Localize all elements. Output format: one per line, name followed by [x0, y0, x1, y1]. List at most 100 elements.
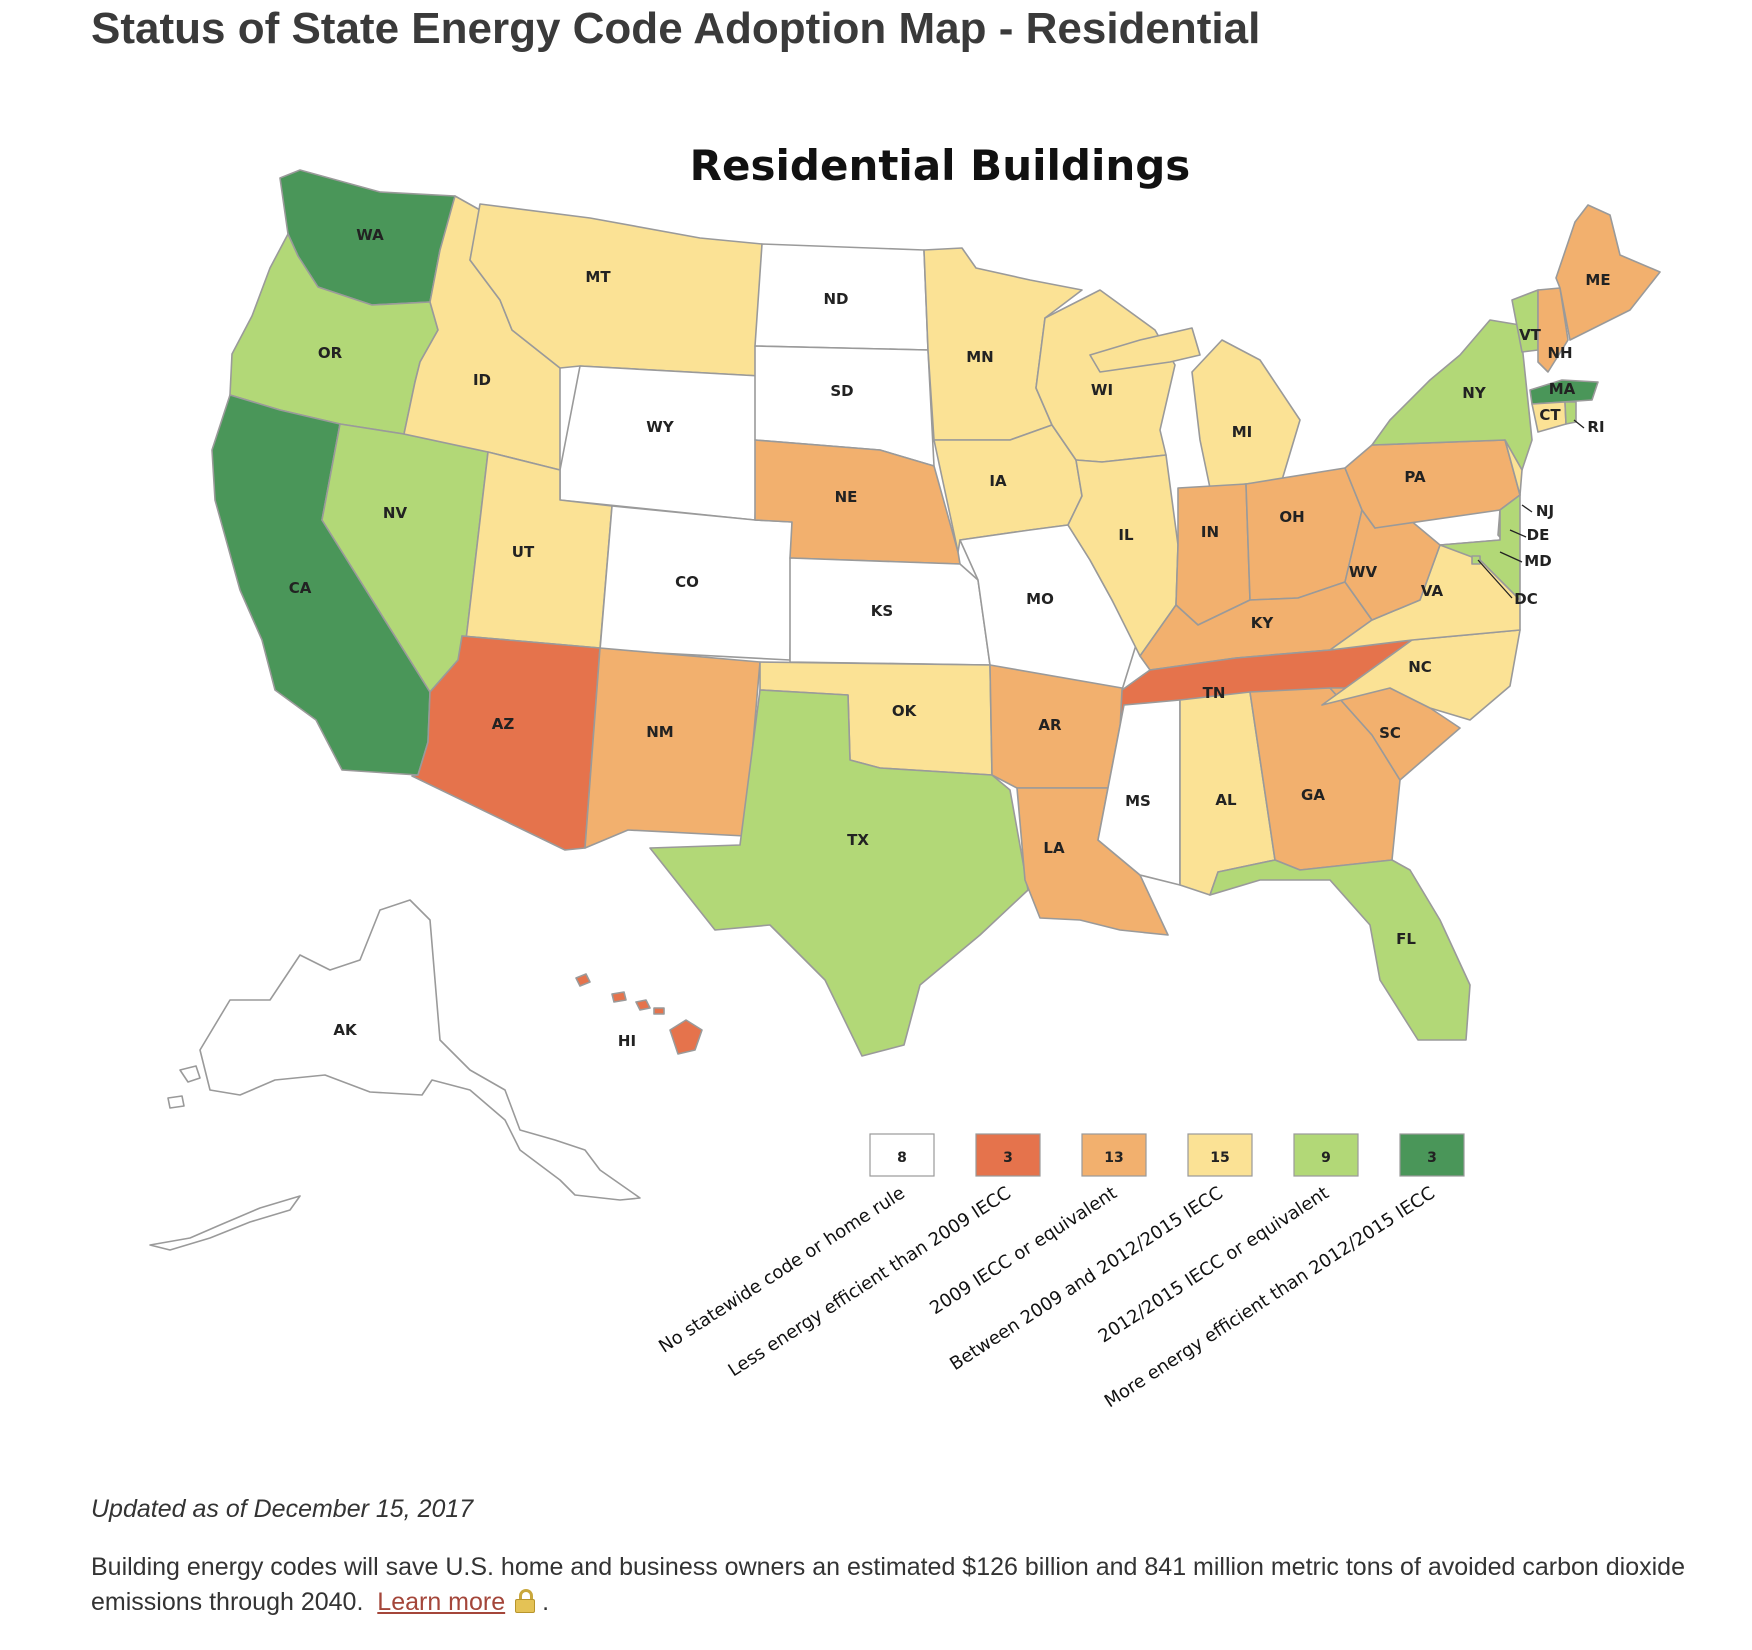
- leader-line-dc: [1477, 559, 1513, 599]
- state-label-co: CO: [675, 573, 699, 591]
- state-shape-ma: [1529, 379, 1599, 405]
- legend-label: 2009 IECC or equivalent: [926, 1183, 1121, 1320]
- state-shape-nm: [584, 647, 761, 849]
- state-label-az: AZ: [492, 715, 515, 733]
- leader-line-md: [1499, 551, 1523, 563]
- legend-count: 9: [1321, 1150, 1331, 1166]
- state-label-wy: WY: [646, 418, 675, 436]
- state-label-pa: PA: [1404, 468, 1426, 486]
- description-paragraph: Building energy codes will save U.S. hom…: [91, 1550, 1691, 1620]
- legend-swatch-less: [975, 1133, 1041, 1177]
- trailing-period: .: [542, 1588, 550, 1616]
- state-shape-ak: [149, 1195, 301, 1251]
- state-shape-ak: [167, 1095, 185, 1109]
- state-label-fl: FL: [1396, 930, 1416, 948]
- state-label-sc: SC: [1379, 724, 1401, 742]
- state-label-hi: HI: [618, 1032, 636, 1050]
- state-label-nh: NH: [1547, 344, 1572, 362]
- state-label-me: ME: [1585, 271, 1610, 289]
- state-label-vt: VT: [1519, 326, 1542, 344]
- state-label-la: LA: [1043, 839, 1065, 857]
- state-label-ak: AK: [333, 1021, 358, 1039]
- state-fl: [1209, 859, 1471, 1041]
- state-label-nj: NJ: [1536, 502, 1554, 520]
- state-label-dc: DC: [1514, 590, 1537, 608]
- state-shape-hi: [575, 973, 591, 987]
- state-label-md: MD: [1524, 552, 1551, 570]
- state-label-wa: WA: [356, 226, 384, 244]
- state-shape-wy: [559, 365, 761, 521]
- leader-line-de: [1509, 529, 1527, 538]
- state-pa: [1344, 439, 1521, 529]
- state-label-ut: UT: [512, 543, 535, 561]
- state-ak: [149, 899, 641, 1251]
- state-label-id: ID: [473, 371, 491, 389]
- state-wi: [1035, 289, 1176, 463]
- state-label-nv: NV: [383, 504, 408, 522]
- map-heading: Residential Buildings: [690, 141, 1191, 190]
- state-shape-ak: [179, 1065, 201, 1083]
- page-title: Status of State Energy Code Adoption Map…: [91, 4, 1261, 53]
- legend-swatch-more: [1399, 1133, 1465, 1177]
- legend-count: 13: [1104, 1150, 1123, 1166]
- state-label-il: IL: [1118, 526, 1134, 544]
- legend-count: 15: [1210, 1150, 1229, 1166]
- updated-date: Updated as of December 15, 2017: [91, 1495, 474, 1523]
- state-label-ca: CA: [289, 579, 312, 597]
- state-shape-in: [1175, 483, 1251, 626]
- state-label-ga: GA: [1301, 786, 1325, 804]
- learn-more-link[interactable]: Learn more: [377, 1588, 506, 1616]
- legend-count: 3: [1003, 1150, 1013, 1166]
- state-shape-oh: [1245, 467, 1363, 601]
- state-label-mi: MI: [1232, 423, 1253, 441]
- state-label-ct: CT: [1539, 406, 1561, 424]
- state-label-in: IN: [1201, 523, 1219, 541]
- state-shape-ak: [199, 899, 641, 1201]
- state-label-mo: MO: [1026, 590, 1054, 608]
- legend-count: 8: [897, 1150, 907, 1166]
- state-label-nm: NM: [646, 723, 673, 741]
- state-tx: [649, 689, 1029, 1057]
- state-shape-hi: [611, 991, 627, 1003]
- state-shape-hi: [635, 999, 651, 1011]
- legend-swatch-between: [1187, 1133, 1253, 1177]
- state-shape-me: [1555, 204, 1661, 341]
- state-shape-nh: [1537, 287, 1569, 373]
- state-wy: [559, 365, 761, 521]
- state-label-tx: TX: [847, 831, 869, 849]
- state-label-nd: ND: [823, 290, 848, 308]
- leader-line-nj: [1521, 504, 1533, 513]
- states-layer: [149, 169, 1661, 1251]
- state-me: [1555, 204, 1661, 341]
- state-shape-dc: [1471, 555, 1481, 565]
- state-label-ne: NE: [835, 488, 858, 506]
- state-label-wv: WV: [1349, 563, 1378, 581]
- state-label-mt: MT: [585, 268, 611, 286]
- state-mi: [1089, 327, 1301, 489]
- legend-swatch-none: [869, 1133, 935, 1177]
- state-oh: [1245, 467, 1363, 601]
- state-in: [1175, 483, 1251, 626]
- state-shape-tx: [649, 689, 1029, 1057]
- lock-icon: [515, 1589, 536, 1613]
- state-ma: [1529, 379, 1599, 405]
- state-nh: [1537, 287, 1569, 373]
- state-label-al: AL: [1215, 791, 1237, 809]
- state-label-de: DE: [1527, 526, 1550, 544]
- legend-count: 3: [1427, 1150, 1437, 1166]
- state-label-nc: NC: [1408, 658, 1432, 676]
- state-nm: [584, 647, 761, 849]
- legend-swatch-iecc2009: [1081, 1133, 1147, 1177]
- state-label-ky: KY: [1251, 614, 1275, 632]
- state-dc: [1471, 555, 1481, 565]
- state-label-ia: IA: [989, 472, 1007, 490]
- state-shape-wi: [1035, 289, 1176, 463]
- state-labels: WA OR CA NV ID MT WY UT CO AZ NM ND SD NE KS OK TX MN IA MO…: [289, 226, 1611, 1050]
- state-shape-hi: [653, 1007, 665, 1015]
- state-shape-mi: [1191, 339, 1301, 489]
- state-label-ar: AR: [1038, 716, 1062, 734]
- state-label-ks: KS: [871, 602, 893, 620]
- state-label-ma: MA: [1549, 380, 1576, 398]
